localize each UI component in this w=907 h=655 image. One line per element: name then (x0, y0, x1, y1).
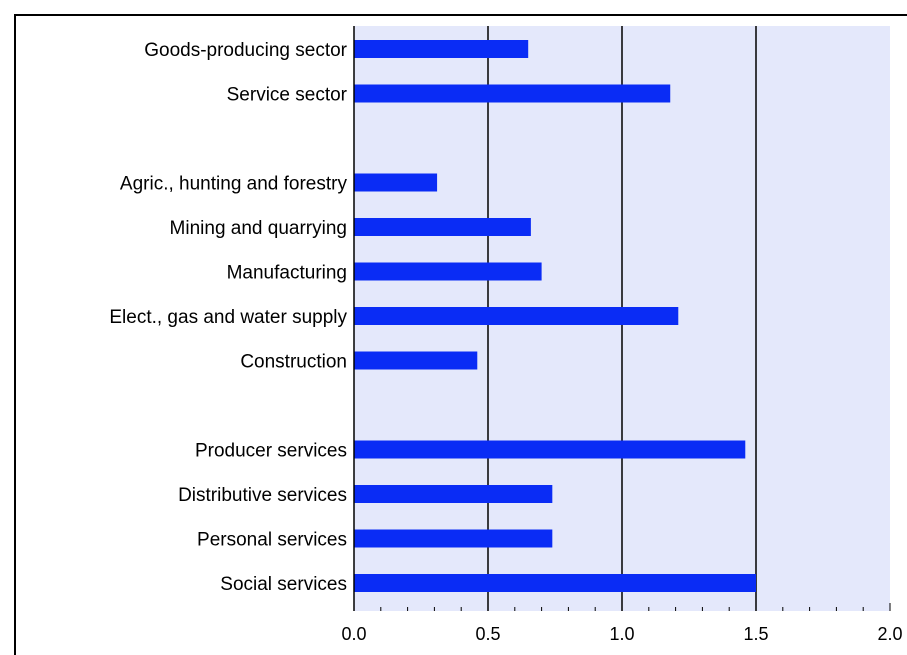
category-label: Producer services (195, 441, 347, 462)
bar (354, 40, 529, 58)
x-tick-label: 1.5 (743, 624, 768, 644)
bar (354, 351, 478, 370)
bars (354, 40, 756, 592)
category-labels: Goods-producing sector Service sector Agri… (109, 40, 347, 595)
chart-frame (14, 14, 907, 655)
category-label: Mining and quarrying (170, 218, 347, 239)
x-tick-label: 0.0 (341, 624, 366, 644)
x-axis-ticks: 0.0 0.5 1.0 1.5 2.0 (341, 603, 903, 644)
bar (354, 173, 438, 192)
bar (354, 307, 679, 325)
category-label: Agric., hunting and forestry (120, 174, 348, 195)
x-tick-label: 2.0 (877, 624, 902, 644)
bar (354, 262, 542, 281)
category-label: Elect., gas and water supply (109, 307, 347, 328)
category-label: Distributive services (178, 485, 347, 506)
category-label: Construction (240, 352, 347, 373)
category-label: Personal services (197, 530, 347, 551)
bar (354, 485, 553, 503)
category-label: Goods-producing sector (144, 40, 347, 61)
category-label: Service sector (227, 85, 348, 106)
bar (354, 84, 671, 103)
bar (354, 218, 531, 236)
x-tick-label: 0.5 (475, 624, 500, 644)
bar (354, 574, 756, 592)
x-tick-label: 1.0 (609, 624, 634, 644)
category-label: Social services (220, 574, 347, 595)
bar (354, 529, 553, 548)
category-label: Manufacturing (227, 263, 347, 284)
bar (354, 440, 746, 459)
